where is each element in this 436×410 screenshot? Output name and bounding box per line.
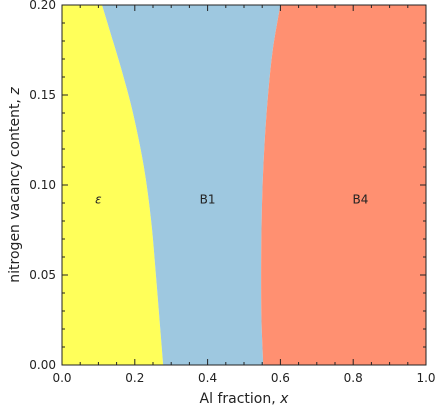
y-tick-label: 0.05 bbox=[29, 268, 56, 282]
axis-tick-labels: 0.0 0.2 0.4 0.6 0.8 1.0 0.00 0.05 0.10 0.15 0.20 bbox=[29, 0, 435, 385]
y-tick-label: 0.20 bbox=[29, 0, 56, 12]
region-epsilon bbox=[62, 5, 164, 365]
x-axis-label-variable: x bbox=[279, 391, 289, 407]
y-axis-label: nitrogen vacancy content, z bbox=[7, 87, 23, 283]
region-label-1: B1 bbox=[200, 192, 216, 206]
y-axis-label-text: nitrogen vacancy content, bbox=[7, 95, 23, 283]
x-tick-label: 0.0 bbox=[52, 371, 71, 385]
x-tick-label: 0.2 bbox=[125, 371, 144, 385]
x-axis-label: Al fraction, x bbox=[200, 391, 290, 407]
region-label-0: ε bbox=[95, 192, 102, 206]
y-axis-label-variable: z bbox=[7, 87, 23, 96]
x-axis-label-text: Al fraction, bbox=[200, 391, 281, 407]
x-tick-label: 1.0 bbox=[416, 371, 435, 385]
region-label-2: B4 bbox=[353, 192, 369, 206]
axis-ticks bbox=[61, 4, 427, 366]
plot-area: ε B1 B4 bbox=[62, 5, 426, 365]
x-tick-label: 0.8 bbox=[344, 371, 363, 385]
y-tick-label: 0.00 bbox=[29, 358, 56, 372]
x-tick-label: 0.4 bbox=[198, 371, 217, 385]
y-tick-label: 0.15 bbox=[29, 88, 56, 102]
x-tick-label: 0.6 bbox=[271, 371, 290, 385]
y-tick-label: 0.10 bbox=[29, 178, 56, 192]
region-b1 bbox=[102, 5, 281, 365]
region-b4 bbox=[261, 5, 426, 365]
